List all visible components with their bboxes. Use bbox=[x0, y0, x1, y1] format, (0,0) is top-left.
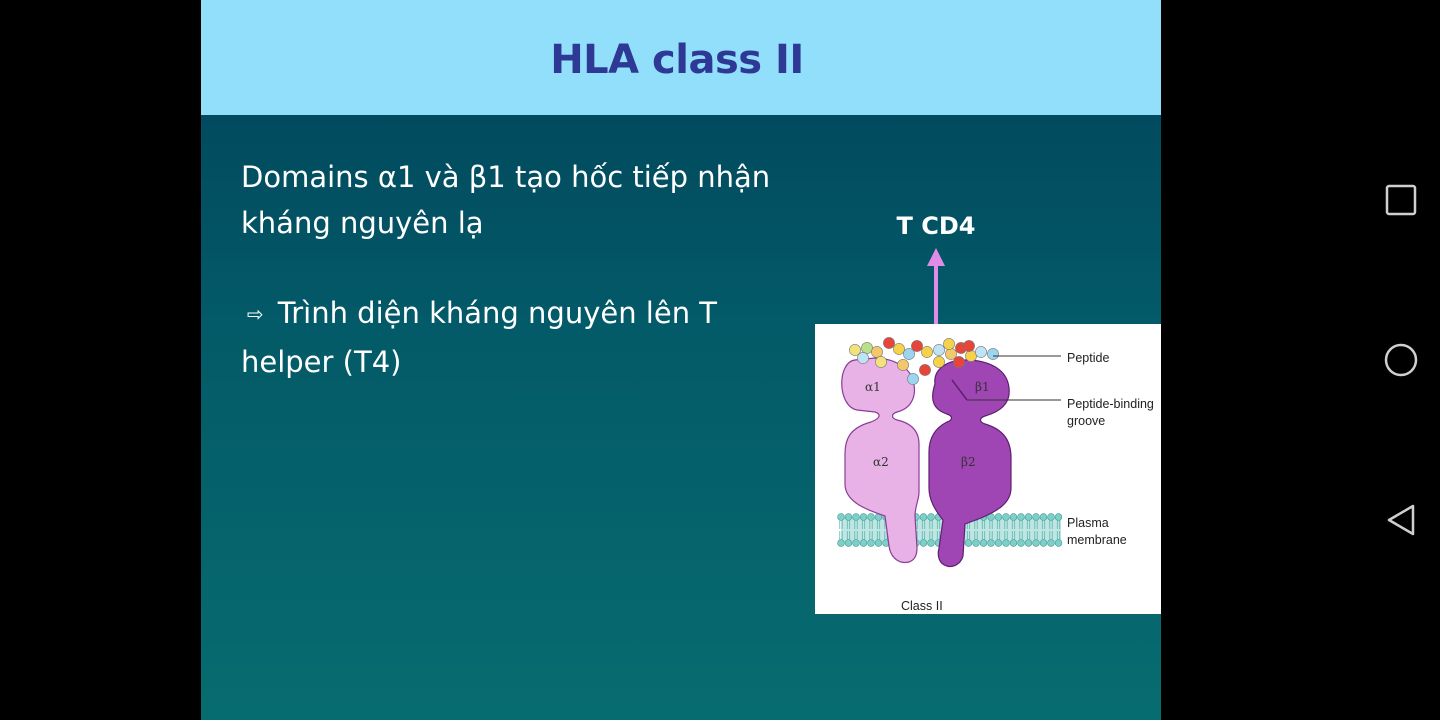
peptide-bead bbox=[903, 348, 915, 360]
peptide-bead bbox=[953, 356, 965, 368]
domain-beta1-label: β1 bbox=[975, 380, 990, 394]
peptide-bead bbox=[975, 346, 987, 358]
android-nav-bar bbox=[1361, 0, 1440, 720]
peptide-bead bbox=[849, 344, 861, 356]
membrane-lipid bbox=[1024, 513, 1033, 521]
peptide-bead bbox=[933, 356, 945, 368]
alpha-chain bbox=[841, 357, 920, 564]
membrane-label-line2: membrane bbox=[1067, 533, 1127, 547]
peptide-bead bbox=[871, 346, 883, 358]
peptide-bead bbox=[893, 343, 905, 355]
peptide-bead bbox=[857, 352, 869, 364]
membrane-lipid bbox=[964, 539, 973, 547]
paragraph-domains: Domains α1 và β1 tạo hốc tiếp nhận kháng… bbox=[241, 160, 771, 240]
up-arrow-icon bbox=[927, 248, 945, 324]
membrane-lipid bbox=[837, 539, 845, 547]
membrane-lipid bbox=[919, 539, 928, 547]
square-icon[interactable] bbox=[1381, 180, 1421, 220]
membrane-lipid bbox=[972, 539, 980, 547]
membrane-lipid bbox=[844, 513, 853, 521]
domain-alpha2-label: α2 bbox=[873, 455, 889, 469]
tcd4-label: T CD4 bbox=[896, 212, 976, 240]
domain-alpha1-label: α1 bbox=[865, 380, 881, 394]
membrane-label-line1: Plasma bbox=[1067, 516, 1109, 530]
membrane-lipid bbox=[987, 539, 995, 547]
bullet-arrow-icon: ⇨ bbox=[247, 302, 264, 326]
membrane-lipid bbox=[1017, 539, 1025, 547]
membrane-lipid bbox=[1039, 539, 1048, 547]
membrane-lipid bbox=[859, 513, 868, 521]
membrane-lipid bbox=[1054, 513, 1063, 521]
membrane-lipid bbox=[1032, 539, 1040, 547]
slide-title: HLA class II bbox=[550, 36, 804, 83]
membrane-lipid bbox=[867, 539, 875, 547]
peptide-bead bbox=[861, 342, 873, 354]
membrane-lipid bbox=[1009, 539, 1018, 547]
membrane-lipid bbox=[1009, 513, 1018, 521]
peptide-bead bbox=[933, 344, 945, 356]
groove-label-line1: Peptide-binding bbox=[1067, 397, 1154, 411]
peptide-bead bbox=[963, 340, 975, 352]
membrane-lipid bbox=[867, 513, 875, 521]
membrane-lipid bbox=[1039, 513, 1048, 521]
membrane-lipid bbox=[1047, 513, 1055, 521]
membrane-lipid bbox=[927, 513, 935, 521]
paragraph-presentation: ⇨ Trình diện kháng nguyên lên T helper (T… bbox=[241, 290, 781, 385]
membrane-lipid bbox=[1047, 539, 1055, 547]
hla-molecule-illustration: α1 β1 α2 β2 Peptide Peptide-binding groo… bbox=[837, 337, 1154, 613]
membrane-lipid bbox=[919, 513, 928, 521]
membrane-lipid bbox=[852, 513, 860, 521]
membrane-lipid bbox=[852, 539, 860, 547]
peptide-bead bbox=[943, 338, 955, 350]
membrane-lipid bbox=[837, 513, 845, 521]
membrane-lipid bbox=[844, 539, 853, 547]
membrane-lipid bbox=[1017, 513, 1025, 521]
slide: HLA class II Domains α1 và β1 tạo hốc ti… bbox=[201, 0, 1161, 720]
diagram-caption: Class II bbox=[901, 599, 943, 613]
membrane-lipid bbox=[859, 539, 868, 547]
title-bar: HLA class II bbox=[201, 0, 1161, 115]
paragraph-presentation-text: Trình diện kháng nguyên lên T helper (T4… bbox=[241, 296, 718, 379]
membrane-lipid bbox=[1032, 513, 1040, 521]
membrane-lipid bbox=[874, 539, 883, 547]
peptide-bead bbox=[987, 348, 999, 360]
peptide-bead bbox=[897, 359, 909, 371]
groove-label-line2: groove bbox=[1067, 414, 1105, 428]
peptide-bead bbox=[921, 346, 933, 358]
triangle-back-icon[interactable] bbox=[1381, 500, 1421, 540]
membrane-lipid bbox=[1024, 539, 1033, 547]
peptide-bead bbox=[883, 337, 895, 349]
circle-icon[interactable] bbox=[1381, 340, 1421, 380]
beta-chain bbox=[928, 359, 1012, 568]
peptide-bead bbox=[875, 356, 887, 368]
membrane-lipid bbox=[1054, 539, 1063, 547]
peptide-bead bbox=[919, 364, 931, 376]
membrane-lipid bbox=[979, 539, 988, 547]
peptide-beads bbox=[849, 337, 999, 385]
membrane-lipid bbox=[994, 513, 1003, 521]
peptide-bead bbox=[911, 340, 923, 352]
peptide-label: Peptide bbox=[1067, 351, 1109, 365]
membrane-lipid bbox=[994, 539, 1003, 547]
peptide-bead bbox=[965, 350, 977, 362]
membrane-lipid bbox=[1002, 513, 1010, 521]
peptide-bead bbox=[907, 373, 919, 385]
hla-class-ii-diagram: α1 β1 α2 β2 Peptide Peptide-binding groo… bbox=[815, 324, 1161, 614]
domain-beta2-label: β2 bbox=[961, 455, 976, 469]
membrane-lipid bbox=[1002, 539, 1010, 547]
membrane-lipid bbox=[927, 539, 935, 547]
